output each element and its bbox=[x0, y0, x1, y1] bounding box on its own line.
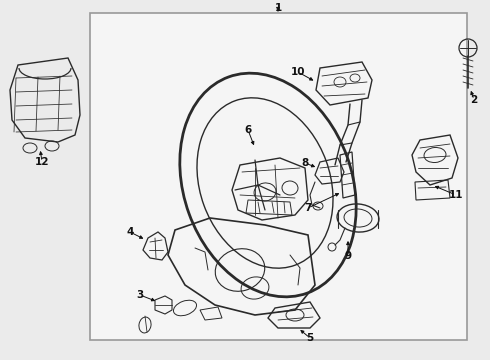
Text: 5: 5 bbox=[306, 333, 314, 343]
Text: 11: 11 bbox=[449, 190, 463, 200]
Text: 6: 6 bbox=[245, 125, 252, 135]
Text: 10: 10 bbox=[291, 67, 305, 77]
Text: 3: 3 bbox=[136, 290, 144, 300]
Text: 1: 1 bbox=[274, 3, 282, 13]
Text: 12: 12 bbox=[35, 157, 49, 167]
Text: 4: 4 bbox=[126, 227, 134, 237]
Text: 8: 8 bbox=[301, 158, 309, 168]
Text: 7: 7 bbox=[304, 203, 312, 213]
Text: 2: 2 bbox=[470, 95, 478, 105]
Bar bbox=[90, 13, 467, 340]
Text: 9: 9 bbox=[344, 251, 351, 261]
